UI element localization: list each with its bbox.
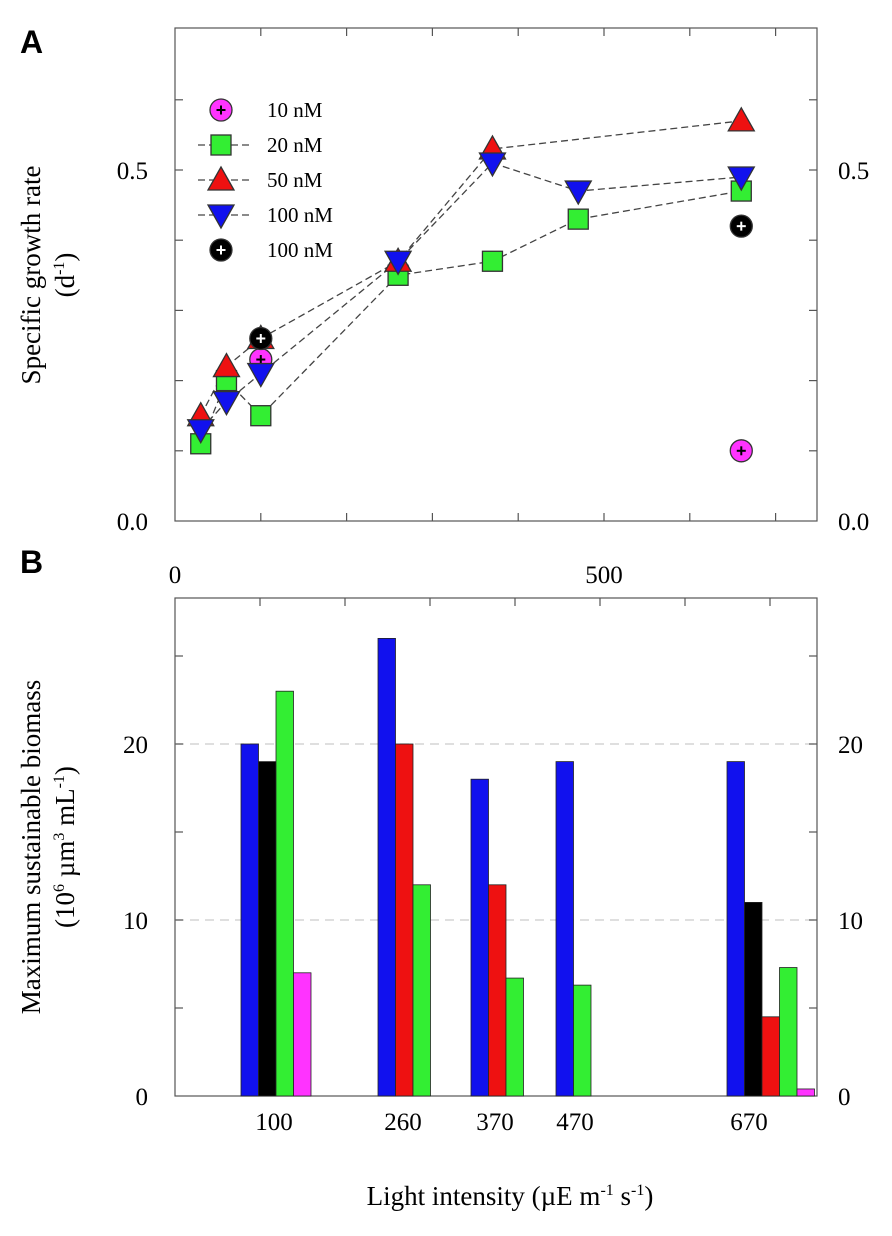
a-point-100-nm	[729, 214, 753, 238]
bar-100-nm-670	[726, 761, 745, 1097]
b-y-tick-label: 20	[123, 732, 148, 759]
legend-label: 100 nM	[267, 203, 333, 227]
a-y-title-line2: (d-1)	[50, 253, 80, 298]
a-point-20-nm	[481, 250, 504, 272]
a-point-50-nm	[727, 106, 756, 132]
b-x-title-sup2: -1	[631, 1182, 644, 1199]
b-y-title-l2-a: (10	[50, 892, 80, 928]
a-point-100-nm	[246, 362, 275, 388]
bar-100-nm-100	[240, 743, 259, 1097]
a-point-100-nm	[478, 152, 507, 178]
a-y-tick-label: 0.0	[117, 509, 148, 536]
b-y-axis-title: Maximum sustainable biomass (106 µm3 mL-…	[16, 680, 80, 1014]
b-y-title-l2-d: )	[50, 766, 80, 775]
bar-20-nm-670	[779, 967, 798, 1097]
b-x-title-sup1: -1	[600, 1182, 613, 1199]
b-y-tick-label-right: 0	[838, 1084, 851, 1111]
bar-50-nm-370	[488, 884, 507, 1097]
legend-marker	[209, 98, 233, 122]
legend-label: 20 nM	[267, 133, 323, 157]
a-y-tick-label-right: 0.0	[838, 509, 869, 536]
bar-100-nm-470	[555, 761, 574, 1097]
b-y-title-l2-sup2: 3	[51, 833, 68, 841]
b-x-title-mid: s	[614, 1181, 631, 1211]
a-point-50-nm	[212, 352, 241, 378]
a-point-100-nm	[727, 166, 756, 192]
b-y-title-l2-c: mL	[50, 788, 80, 832]
panel-a-letter: A	[20, 24, 43, 60]
b-x-tick-label: 260	[384, 1109, 422, 1136]
bar-100-nm-670	[744, 902, 763, 1097]
b-x-axis-title: Light intensity (µE m-1 s-1)	[367, 1181, 654, 1211]
b-y-title-l2-sup3: -1	[51, 775, 68, 788]
a-series-line-50-nm	[200, 120, 742, 417]
a-point-100-nm	[186, 419, 215, 445]
b-x-title-base: Light intensity (µE m	[367, 1181, 601, 1211]
bar-10-nm-670	[796, 1088, 815, 1097]
legend-item: 100 nM	[209, 238, 333, 262]
legend-label: 100 nM	[267, 238, 333, 262]
b-y-title-line2: (106 µm3 mL-1)	[50, 766, 80, 928]
a-point-10-nm	[729, 439, 753, 463]
bar-100-nm-260	[377, 638, 396, 1097]
panel-b-bars	[240, 638, 815, 1097]
b-y-title-line1: Maximum sustainable biomass	[16, 680, 46, 1014]
legend-label: 10 nM	[267, 98, 323, 122]
panel-b-ticks	[175, 598, 817, 1009]
b-x-tick-label: 100	[255, 1109, 293, 1136]
b-y-tick-label-right: 10	[838, 908, 863, 935]
a-x-tick-label: 0	[169, 562, 182, 589]
panel-a-points	[186, 106, 756, 463]
bar-50-nm-670	[761, 1016, 780, 1097]
legend-item: 20 nM	[198, 133, 323, 157]
a-y-tick-label-right: 0.5	[838, 158, 869, 185]
legend-marker	[209, 238, 233, 262]
a-point-100-nm	[212, 391, 241, 416]
a-y-axis-title: Specific growth rate (d-1)	[16, 166, 80, 385]
a-point-100-nm	[249, 326, 273, 351]
panel-a-ticks	[175, 28, 817, 521]
b-y-tick-label: 10	[123, 908, 148, 935]
b-y-tick-label-right: 20	[838, 732, 863, 759]
bar-20-nm-470	[573, 984, 592, 1097]
a-point-20-nm	[567, 208, 589, 230]
b-y-title-l2-sup1: 6	[51, 884, 68, 892]
a-y-title-l2-base: (d	[50, 274, 80, 297]
bar-100-nm-370	[470, 778, 489, 1097]
a-series-line-20-nm	[200, 190, 742, 445]
bar-20-nm-260	[412, 884, 431, 1097]
b-y-tick-label: 0	[136, 1084, 149, 1111]
panel-a-legend: 10 nM 20 nM 50 nM 100 nM 100 nM	[198, 98, 333, 262]
legend-marker	[210, 134, 232, 156]
legend-marker	[206, 165, 236, 191]
a-y-title-l2-sup: -1	[51, 262, 68, 275]
legend-item: 10 nM	[209, 98, 323, 122]
bar-20-nm-100	[275, 690, 294, 1097]
panel-b-letter: B	[20, 544, 43, 580]
b-x-tick-label: 370	[476, 1109, 514, 1136]
bar-10-nm-100	[293, 972, 312, 1097]
b-x-title-end: )	[644, 1181, 653, 1211]
b-x-tick-label: 670	[730, 1109, 768, 1136]
a-y-title-line1: Specific growth rate	[16, 166, 46, 385]
legend-marker	[206, 204, 236, 230]
b-x-tick-label: 470	[556, 1109, 594, 1136]
a-x-tick-label: 500	[585, 562, 623, 589]
a-point-100-nm	[383, 250, 413, 276]
bar-50-nm-260	[395, 743, 414, 1097]
legend-item: 100 nM	[198, 203, 333, 230]
a-point-100-nm	[564, 180, 593, 206]
a-point-20-nm	[250, 405, 272, 427]
legend-item: 50 nM	[198, 165, 323, 192]
bar-100-nm-100	[258, 761, 277, 1097]
a-y-tick-label: 0.5	[117, 158, 148, 185]
panel-b-tick-labels: 0 10 20 0 10 20 100 260 370 470 670	[123, 732, 863, 1136]
bar-20-nm-370	[505, 977, 524, 1097]
a-y-title-l2-end: )	[50, 253, 80, 262]
panel-a-frame	[174, 27, 818, 522]
legend-label: 50 nM	[267, 168, 323, 192]
b-y-title-l2-b: µm	[50, 841, 80, 884]
